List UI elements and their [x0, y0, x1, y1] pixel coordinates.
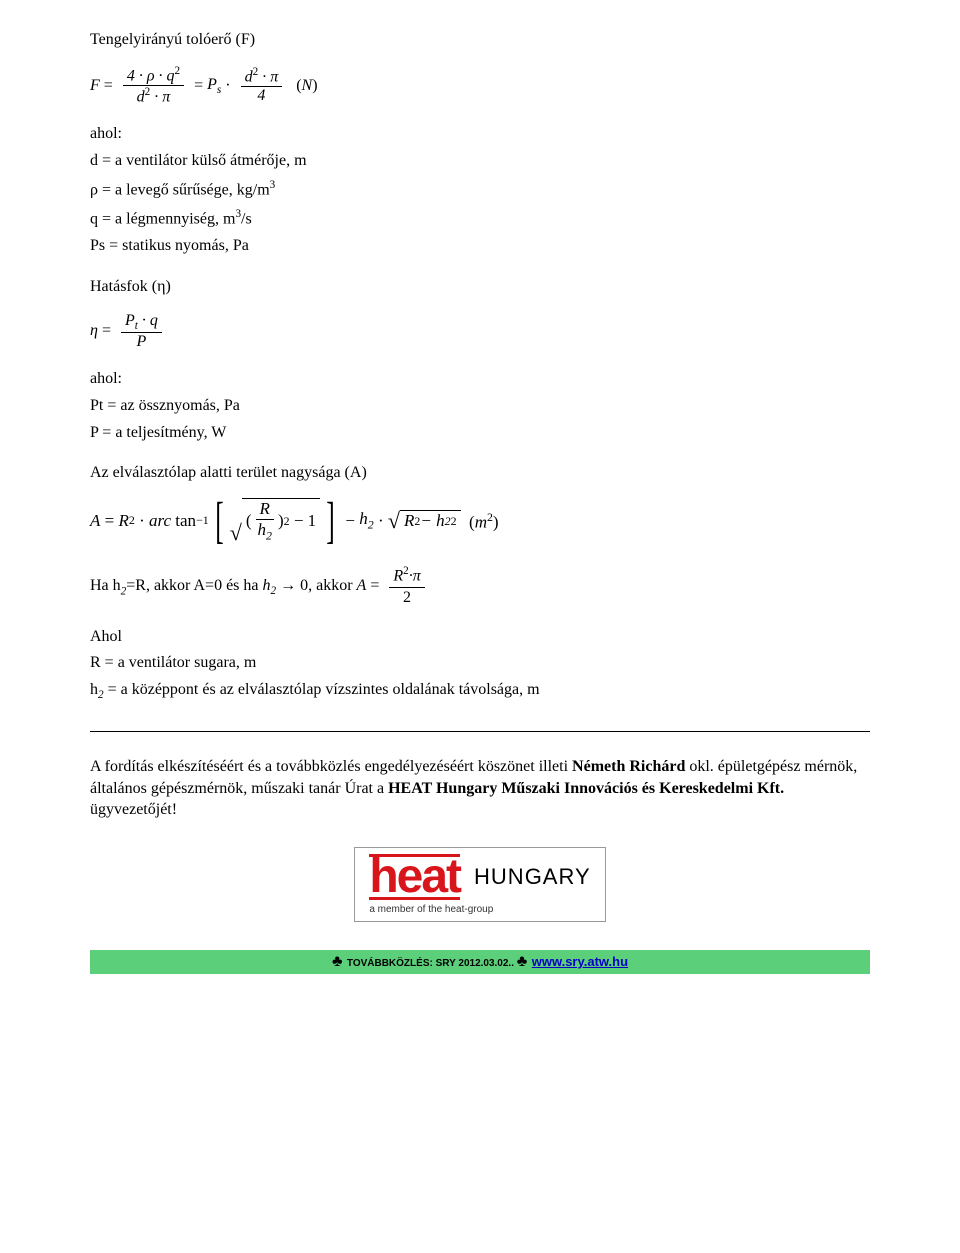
footer-bar: ♣ TOVÁBBKÖZLÉS: SRY 2012.03.02.. ♣ www.s… [90, 950, 870, 974]
def-ps: Ps = statikus nyomás, Pa [90, 236, 870, 257]
page-content: Tengelyirányú tolóerő (F) F = 4 · ρ · q2… [0, 0, 960, 1034]
def-pt: Pt = az össznyomás, Pa [90, 396, 870, 417]
def-d: d = a ventilátor külső átmérője, m [90, 151, 870, 172]
def-q-suffix: /s [241, 211, 252, 228]
def-rho-exp: 3 [270, 179, 276, 191]
def-h2-rest: = a középpont és az elválasztólap vízszi… [104, 681, 540, 698]
credits-c: ügyvezetőjét! [90, 801, 177, 818]
club-icon: ♣ [332, 953, 343, 970]
logo-container: heat HUNGARY a member of the heat-group [90, 847, 870, 922]
section2-title: Hatásfok (η) [90, 277, 870, 298]
logo: heat HUNGARY a member of the heat-group [354, 847, 605, 922]
footer-label: TOVÁBBKÖZLÉS: SRY 2012.03.02.. [347, 958, 517, 969]
credits-name: Németh Richárd [572, 758, 685, 775]
def-h2-prefix: h [90, 681, 98, 698]
def-h2: h2 = a középpont és az elválasztólap víz… [90, 680, 870, 703]
section2-ahol: ahol: [90, 369, 870, 390]
logo-tagline: a member of the heat-group [369, 904, 590, 915]
section3-ahol: Ahol [90, 627, 870, 648]
section1-title: Tengelyirányú tolóerő (F) [90, 30, 870, 51]
def-p: P = a teljesítmény, W [90, 423, 870, 444]
logo-country: HUNGARY [474, 864, 591, 890]
credits-company: HEAT Hungary Műszaki Innovációs és Keres… [388, 780, 784, 797]
formula-a: A = R2 · arc tan−1 [ √ ( R h2 )2 − 1 ] −… [90, 498, 870, 543]
cond-mid: =R, akkor A=0 és ha [126, 577, 262, 594]
def-rho-prefix: ρ = a levegő sűrűsége, kg/m [90, 181, 270, 198]
cond-then: , akkor [308, 577, 356, 594]
credits: A fordítás elkészítéséért és a továbbköz… [90, 756, 870, 821]
club-icon: ♣ [517, 953, 528, 970]
def-r: R = a ventilátor sugara, m [90, 653, 870, 674]
section1-ahol: ahol: [90, 124, 870, 145]
def-q-prefix: q = a légmennyiség, m [90, 211, 235, 228]
cond-prefix: Ha h [90, 577, 121, 594]
formula-eta: η = Pt · q P [90, 312, 870, 351]
credits-a: A fordítás elkészítéséért és a továbbköz… [90, 758, 572, 775]
formula-f: F = 4 · ρ · q2 d2 · π = Ps · d2 · π 4 (N… [90, 65, 870, 107]
def-rho: ρ = a levegő sűrűsége, kg/m3 [90, 178, 870, 201]
divider [90, 731, 870, 732]
footer-link[interactable]: www.sry.atw.hu [532, 954, 628, 969]
logo-brand: heat [369, 858, 460, 896]
section3-title: Az elválasztólap alatti terület nagysága… [90, 463, 870, 484]
condition-line: Ha h2=R, akkor A=0 és ha h2 → 0, akkor A… [90, 564, 870, 609]
def-q: q = a légmennyiség, m3/s [90, 207, 870, 230]
